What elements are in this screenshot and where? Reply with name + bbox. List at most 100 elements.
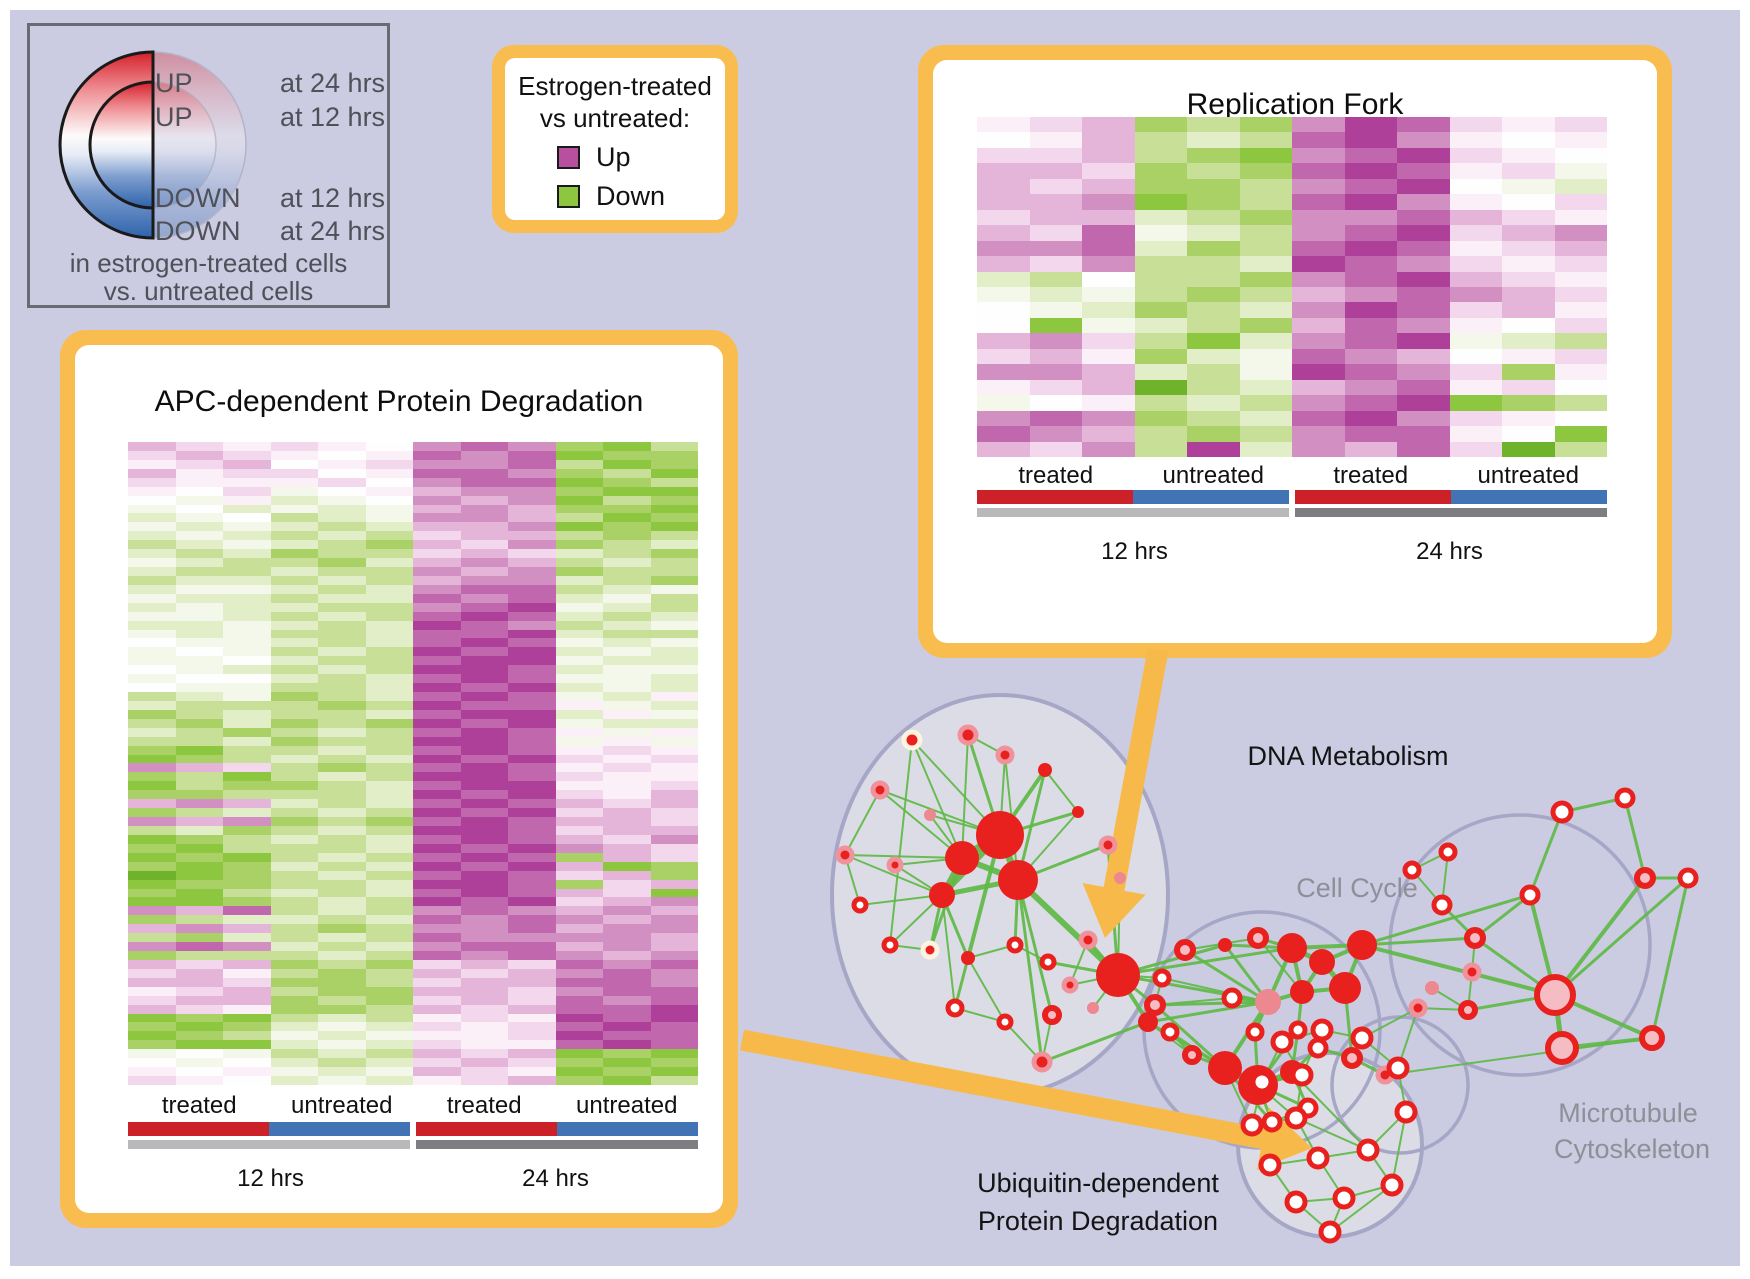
heatmap-cell	[977, 147, 1030, 164]
heatmap-cell	[1187, 364, 1240, 380]
legend2-down-row: Down	[557, 181, 725, 212]
heatmap-cell	[1554, 395, 1607, 411]
heatmap-cell	[175, 656, 223, 666]
heatmap-cell	[460, 674, 508, 684]
heatmap-cell	[555, 906, 603, 916]
heatmap-cell	[650, 504, 698, 514]
heatmap-cell	[1082, 194, 1135, 210]
heatmap-cell	[555, 531, 603, 541]
heatmap-cell	[1187, 178, 1240, 195]
heatmap-cell	[1344, 364, 1397, 380]
heatmap-cell	[128, 888, 176, 898]
heatmap-cell	[413, 495, 461, 505]
heatmap-cell	[128, 692, 176, 701]
heatmap-cell	[223, 692, 271, 701]
heatmap-cell	[365, 897, 413, 907]
heatmap-cell	[365, 915, 413, 925]
heatmap-cell	[223, 486, 271, 496]
heatmap-cell	[1554, 209, 1607, 226]
heatmap-cell	[650, 602, 698, 612]
heatmap-cell	[365, 522, 413, 532]
heatmap-cell	[508, 834, 556, 844]
heatmap-cell	[318, 906, 366, 916]
heatmap-cell	[365, 718, 413, 728]
heatmap-cell	[555, 1040, 603, 1050]
heatmap-cell	[1292, 271, 1345, 287]
heatmap-cell	[1134, 147, 1187, 164]
heatmap-cell	[603, 1076, 651, 1085]
heatmap-cell	[603, 531, 651, 541]
heatmap-cell	[270, 915, 318, 925]
heatmap-cell	[1029, 426, 1082, 442]
heatmap-cell	[1239, 271, 1292, 287]
heatmap-cell	[128, 1058, 176, 1068]
heatmap-cell	[270, 933, 318, 943]
heatmap-cell	[413, 1049, 461, 1059]
heatmap-cell	[128, 459, 176, 469]
heatmap-cell	[508, 611, 556, 621]
heatmap-cell	[508, 549, 556, 559]
heatmap-cell	[1082, 117, 1135, 133]
heatmap-cell	[1029, 317, 1082, 334]
heatmap-cell	[603, 674, 651, 684]
heatmap-cell	[270, 656, 318, 666]
heatmap-cell	[1187, 256, 1240, 272]
heatmap-cell	[1082, 410, 1135, 427]
heatmap-cell	[1029, 225, 1082, 241]
heatmap-cell	[270, 1040, 318, 1050]
heatmap-cell	[128, 1040, 176, 1050]
heatmap-cell	[508, 870, 556, 880]
heatmap-cell	[365, 593, 413, 603]
heatmap-cell	[977, 379, 1030, 396]
heatmap-cell	[1344, 426, 1397, 442]
legend2-title-line2: vs untreated:	[539, 103, 691, 133]
heatmap-cell	[175, 1076, 223, 1085]
heatmap-cell	[1554, 426, 1607, 442]
heatmap-cell	[223, 567, 271, 576]
heatmap-cell	[365, 495, 413, 505]
heatmap-cell	[460, 736, 508, 746]
heatmap-cell	[1029, 163, 1082, 179]
heatmap-cell	[365, 1049, 413, 1059]
heatmap-cell	[413, 504, 461, 514]
heatmap-cell	[1292, 178, 1345, 195]
heatmap-cell	[270, 790, 318, 800]
heatmap-cell	[1134, 441, 1187, 457]
heatmap-cell	[460, 852, 508, 862]
heatmap-cell	[603, 968, 651, 978]
heatmap-cell	[1239, 209, 1292, 226]
heatmap-cell	[1187, 147, 1240, 164]
heatmap-cell	[1029, 178, 1082, 195]
heatmap-cell	[1239, 286, 1292, 303]
heatmap-cell	[1029, 256, 1082, 272]
heatmap-cell	[365, 1004, 413, 1014]
heatmap-cell	[1292, 426, 1345, 442]
heatmap-cell	[365, 977, 413, 987]
heatmap-cell	[603, 450, 651, 460]
heatmap-cell	[413, 933, 461, 943]
heatmap-cell	[1292, 364, 1345, 380]
heatmap-cell	[508, 647, 556, 657]
rf-group-untreated-12: untreated	[1162, 462, 1264, 489]
heatmap-cell	[650, 656, 698, 666]
heatmap-cell	[413, 602, 461, 612]
heatmap-cell	[365, 558, 413, 568]
heatmap-cell	[128, 450, 176, 460]
heatmap-cell	[1502, 379, 1555, 396]
heatmap-cell	[508, 897, 556, 907]
heatmap-cell	[175, 584, 223, 594]
heatmap-cell	[1134, 333, 1187, 349]
heatmap-cell	[977, 240, 1030, 257]
heatmap-cell	[270, 870, 318, 880]
heatmap-cell	[555, 638, 603, 648]
legend-time-down12: at 12 hrs	[280, 183, 386, 213]
heatmap-cell	[223, 986, 271, 996]
heatmap-cell	[365, 933, 413, 943]
heatmap-cell	[1554, 271, 1607, 287]
heatmap-cell	[1344, 333, 1397, 349]
heatmap-cell	[270, 781, 318, 791]
heatmap-cell	[365, 575, 413, 585]
heatmap-cell	[555, 593, 603, 603]
heatmap-cell	[365, 468, 413, 478]
